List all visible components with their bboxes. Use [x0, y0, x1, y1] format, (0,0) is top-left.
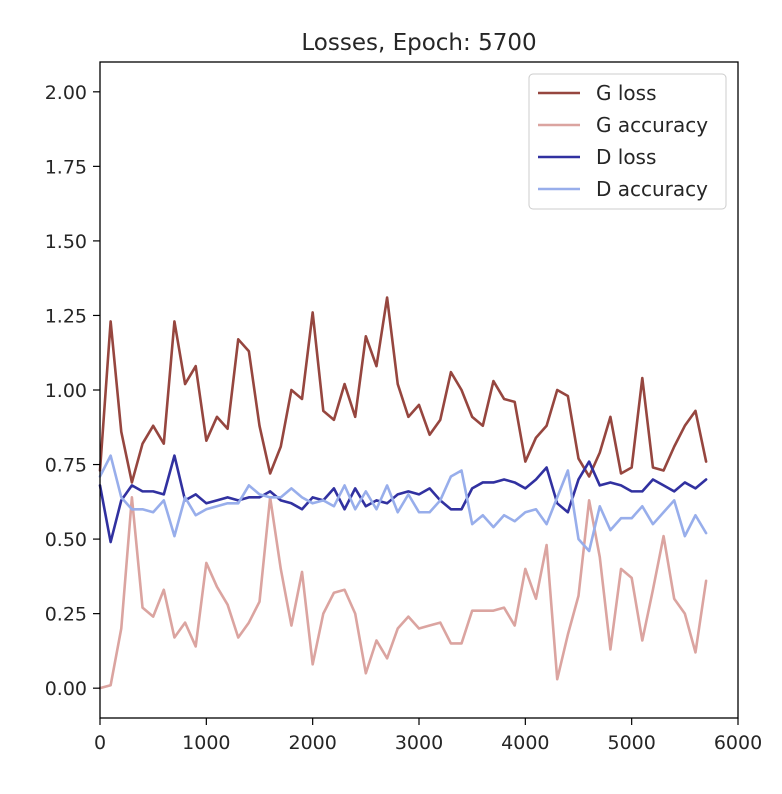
x-tick-label: 4000 [501, 732, 549, 754]
legend-label-g-loss: G loss [596, 81, 657, 105]
series-line-g-loss [98, 296, 708, 484]
y-tick-label: 2.00 [45, 82, 87, 104]
legend-label-g-accuracy: G accuracy [596, 113, 708, 137]
legend-label-d-loss: D loss [596, 145, 656, 169]
x-tick-label: 5000 [607, 732, 655, 754]
x-tick-label: 1000 [182, 732, 230, 754]
series-layer [98, 296, 708, 690]
series-line-d-accuracy [98, 454, 708, 553]
legend-label-d-accuracy: D accuracy [596, 177, 708, 201]
x-tick-label: 3000 [395, 732, 443, 754]
x-tick-label: 0 [94, 732, 106, 754]
axis-layer: 0 1000 2000 3000 4000 5000 6000 0.00 0.25 0.50 0.7… [45, 82, 762, 754]
y-tick-label: 0.00 [45, 678, 87, 700]
y-tick-label: 1.75 [45, 156, 87, 178]
y-tick-label: 0.50 [45, 529, 87, 551]
x-tick-label: 2000 [288, 732, 336, 754]
y-tick-label: 1.25 [45, 305, 87, 327]
y-tick-label: 1.50 [45, 231, 87, 253]
y-tick-label: 1.00 [45, 380, 87, 402]
legend: G loss G accuracy D loss D accuracy [528, 73, 727, 210]
series-line-d-loss [98, 454, 708, 544]
y-tick-label: 0.25 [45, 604, 87, 626]
x-tick-label: 6000 [714, 732, 762, 754]
series-line-g-accuracy [98, 496, 708, 690]
chart-title: Losses, Epoch: 5700 [301, 30, 536, 56]
y-tick-label: 0.75 [45, 455, 87, 477]
legend-box [528, 73, 727, 210]
